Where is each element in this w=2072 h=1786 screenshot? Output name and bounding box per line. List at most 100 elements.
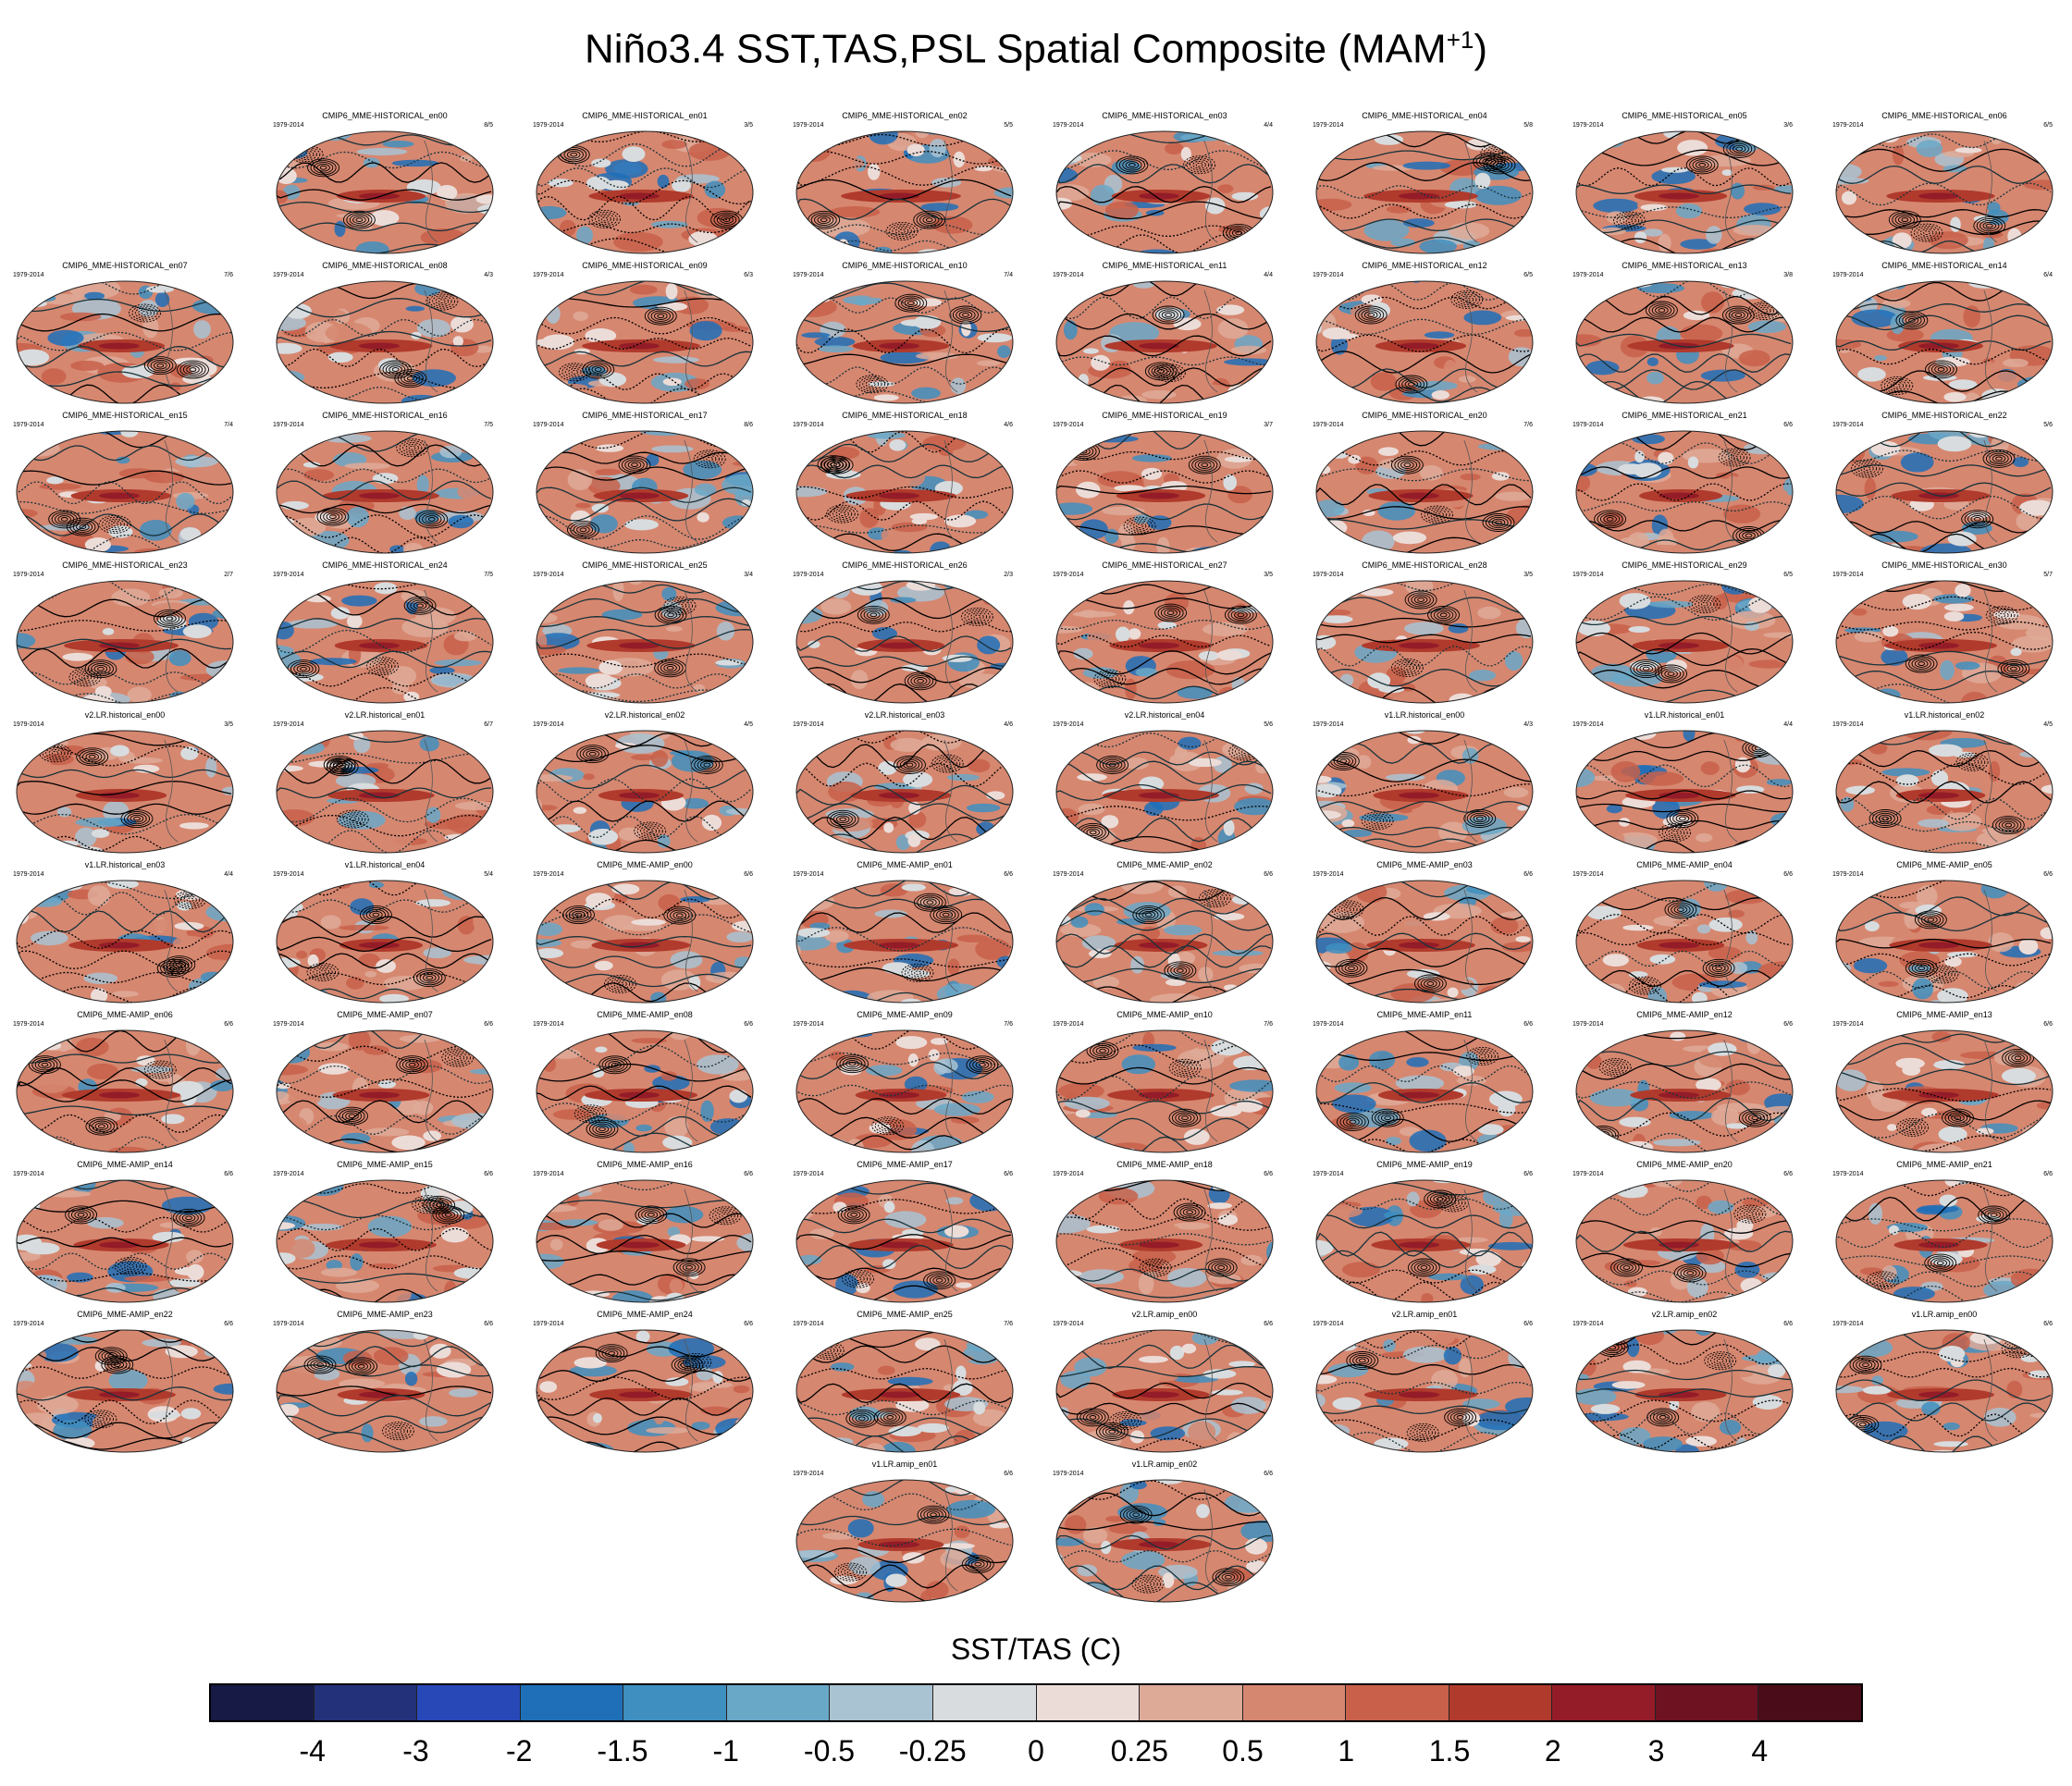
- psl-contour-cell: [1887, 379, 1907, 392]
- panel-event-count: 7/5: [484, 572, 493, 578]
- psl-contour-cell: [1673, 905, 1688, 914]
- anomaly-patch: [1836, 1295, 1853, 1302]
- panel-period: 1979-2014: [273, 122, 304, 129]
- neutral-patch: [709, 845, 741, 853]
- psl-contour: [277, 514, 492, 538]
- anomaly-patch: [605, 159, 648, 179]
- anomaly-patch: [116, 456, 130, 464]
- neutral-patch: [179, 822, 209, 830]
- anomaly-patch: [536, 281, 558, 292]
- anomaly-patch: [1386, 666, 1407, 684]
- figure-title-superscript: +1: [1446, 26, 1474, 54]
- composite-map: [1055, 1029, 1274, 1153]
- psl-contour-cell: [1667, 671, 1675, 676]
- neutral-patch: [1751, 544, 1786, 552]
- neutral-patch: [277, 1082, 290, 1090]
- psl-contour: [1056, 225, 1272, 238]
- anomaly-patch: [373, 1347, 409, 1366]
- neutral-patch: [1403, 731, 1426, 734]
- psl-contour-cell: [650, 310, 671, 322]
- anomaly-patch: [17, 581, 59, 597]
- psl-contour: [796, 683, 1012, 703]
- psl-contour-cell: [1632, 978, 1659, 993]
- anomaly-patch: [1098, 1188, 1139, 1205]
- panel-title: CMIP6_MME-HISTORICAL_en16: [322, 411, 448, 420]
- anomaly-patch: [725, 807, 753, 816]
- map-border: [1055, 130, 1274, 254]
- neutral-patch: [1318, 246, 1333, 253]
- psl-contour: [277, 1273, 492, 1284]
- coastline: [944, 1189, 958, 1292]
- anomaly-patch: [536, 1330, 562, 1341]
- psl-contour-cell: [1411, 594, 1431, 606]
- anomaly-patch: [371, 831, 413, 849]
- psl-contour: [1836, 220, 2052, 236]
- anomaly-patch: [650, 992, 667, 1003]
- anomaly-patch: [1785, 1425, 1793, 1448]
- neutral-patch: [1619, 818, 1631, 827]
- psl-contour-cell: [672, 601, 687, 610]
- anomaly-patch: [469, 731, 488, 739]
- psl-contour-cell: [313, 1361, 327, 1369]
- panel-period: 1979-2014: [1313, 422, 1344, 428]
- neutral-patch: [914, 298, 943, 307]
- anomaly-patch: [1058, 1127, 1081, 1134]
- psl-contour-cell: [186, 365, 200, 374]
- psl-contour-cell: [810, 212, 837, 228]
- psl-contour: [1056, 667, 1272, 685]
- neutral-patch: [1216, 649, 1242, 661]
- enso-warm-core: [1659, 492, 1699, 499]
- psl-contour-cell: [388, 365, 402, 374]
- anomaly-patch: [1782, 477, 1793, 496]
- psl-contour: [1056, 1344, 1272, 1370]
- anomaly-patch: [1363, 219, 1410, 241]
- psl-contour: [536, 1274, 752, 1286]
- psl-contour-cell: [1211, 895, 1219, 901]
- psl-contour-cell: [1890, 381, 1905, 390]
- enso-warm-core: [359, 192, 400, 200]
- psl-contour-cell: [1630, 659, 1663, 679]
- coastline: [164, 1189, 179, 1292]
- anomaly-patch: [1061, 1180, 1103, 1192]
- psl-contour: [277, 1100, 492, 1124]
- anomaly-patch: [31, 1349, 47, 1361]
- anomaly-patch: [1078, 803, 1105, 816]
- psl-contour-cell: [336, 762, 344, 768]
- psl-contour-cell: [1413, 974, 1447, 993]
- neutral-patch: [91, 988, 108, 1003]
- anomaly-patch: [55, 962, 84, 980]
- psl-contour-cell: [1881, 816, 1889, 821]
- psl-contour-cell: [1486, 147, 1507, 159]
- composite-map: [796, 1029, 1014, 1153]
- anomaly-patch: [731, 1149, 753, 1152]
- psl-contour-cell: [878, 1120, 898, 1132]
- anomaly-patch: [635, 1124, 652, 1132]
- psl-contour-cell: [1447, 1410, 1474, 1425]
- anomaly-patch: [1606, 211, 1627, 225]
- anomaly-patch: [1524, 666, 1533, 684]
- psl-contour-cell: [601, 1348, 622, 1360]
- psl-contour-cell: [2004, 822, 2013, 828]
- panel-title: CMIP6_MME-HISTORICAL_en14: [1881, 261, 2007, 270]
- psl-contour-cell: [319, 165, 327, 170]
- anomaly-patch: [17, 998, 49, 1003]
- anomaly-patch: [314, 1367, 340, 1381]
- anomaly-patch: [847, 1519, 874, 1538]
- psl-contour: [1576, 1112, 1792, 1137]
- anomaly-patch: [1428, 1273, 1469, 1281]
- neutral-patch: [1750, 1330, 1767, 1339]
- anomaly-patch: [936, 983, 982, 1003]
- psl-contour: [1316, 1214, 1532, 1229]
- neutral-patch: [799, 994, 811, 1003]
- anomaly-patch: [39, 1299, 61, 1302]
- anomaly-patch: [1145, 1372, 1178, 1382]
- enso-warm-core: [619, 192, 660, 200]
- neutral-patch: [1498, 1102, 1516, 1117]
- anomaly-patch: [832, 156, 865, 170]
- composite-map: [16, 880, 234, 1004]
- anomaly-patch: [800, 731, 839, 736]
- psl-contour-cell: [949, 305, 982, 325]
- composite-map: [1055, 430, 1274, 554]
- coastline: [1983, 589, 1998, 693]
- neutral-patch: [444, 833, 475, 842]
